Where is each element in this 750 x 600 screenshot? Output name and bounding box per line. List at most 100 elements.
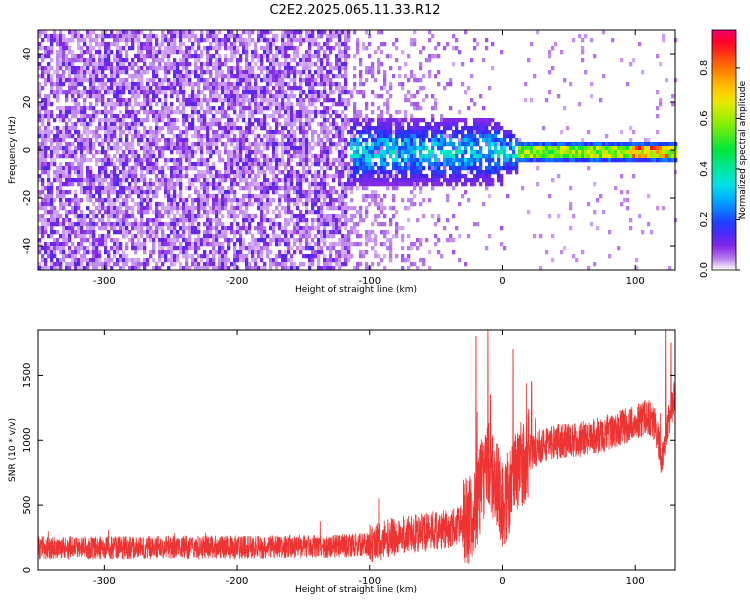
spectrogram-cell	[368, 166, 372, 171]
spectrogram-cell	[194, 50, 198, 55]
spectrogram-cell	[44, 46, 48, 51]
spectrogram-cell	[110, 178, 114, 183]
spectrogram-cell	[284, 90, 288, 95]
spectrogram-cell	[221, 202, 225, 207]
spectrogram-cell	[230, 198, 234, 203]
spectrogram-cell	[170, 50, 174, 55]
spectrogram-cell	[251, 242, 255, 247]
spectrogram-cell	[173, 162, 177, 167]
spectrogram-cell	[338, 74, 342, 79]
spectrogram-cell	[356, 130, 360, 135]
spectrogram-cell	[257, 66, 261, 71]
spectrogram-cell	[314, 178, 318, 183]
spectrogram-cell	[137, 38, 141, 43]
spectrogram-cell	[383, 194, 387, 199]
spectrogram-cell	[110, 202, 114, 207]
spectrogram-cell	[212, 182, 216, 187]
spectrogram-cell	[368, 130, 372, 135]
spectrogram-cell	[302, 54, 306, 59]
spectrogram-cell	[116, 42, 120, 47]
spectrogram-cell	[161, 90, 165, 95]
spectrogram-cell	[221, 98, 225, 103]
spectrogram-cell	[227, 70, 231, 75]
spectrogram-cell	[323, 106, 327, 111]
spectrogram-cell	[377, 166, 381, 171]
spectrogram-cell	[185, 34, 189, 39]
spectrogram-cell	[362, 154, 366, 159]
spectrogram-cell	[164, 222, 168, 227]
spectrogram-cell	[332, 102, 336, 107]
spectrogram-cell	[347, 98, 351, 103]
spectrogram-cell	[53, 266, 57, 271]
spectrogram-cell	[140, 30, 144, 35]
spectrogram-cell	[149, 178, 153, 183]
spectrogram-cell	[161, 146, 165, 151]
spectrogram-cell	[233, 182, 237, 187]
spectrogram-cell	[239, 206, 243, 211]
spectrogram-cell	[248, 126, 252, 131]
spectrogram-cell	[167, 238, 171, 243]
spectrogram-cell	[215, 90, 219, 95]
spectrogram-cell	[287, 246, 291, 251]
spectrogram-cell	[311, 118, 315, 123]
spectrogram-cell	[329, 246, 333, 251]
spectrogram-cell	[284, 106, 288, 111]
spectrogram-cell	[359, 78, 363, 83]
spectrogram-cell	[188, 82, 192, 87]
spectrogram-cell	[350, 230, 354, 235]
spectrogram-cell	[77, 46, 81, 51]
spectrogram-cell	[368, 42, 372, 47]
spectrogram-cell	[305, 110, 309, 115]
spectrogram-cell	[65, 214, 69, 219]
spectrogram-cell	[143, 166, 147, 171]
spectrogram-cell	[194, 98, 198, 103]
spectrogram-cell	[260, 238, 264, 243]
spectrogram-cell	[116, 210, 120, 215]
spectrogram-cell	[215, 202, 219, 207]
spectrogram-cell	[137, 258, 141, 263]
spectrogram-cell	[197, 146, 201, 151]
spectrogram-cell	[47, 54, 51, 59]
spectrogram-cell	[107, 126, 111, 131]
spectrogram-cell	[110, 102, 114, 107]
spectrogram-cell	[209, 262, 213, 267]
spectrogram-cell	[89, 234, 93, 239]
spectrogram-cell	[311, 54, 315, 59]
spectrogram-cell	[203, 206, 207, 211]
spectrogram-cell	[215, 122, 219, 127]
spectrogram-cell	[158, 242, 162, 247]
spectrogram-cell	[68, 234, 72, 239]
spectrogram-cell	[173, 42, 177, 47]
spectrogram-cell	[317, 190, 321, 195]
spectrogram-cell	[125, 146, 129, 151]
spectrogram-cell	[260, 234, 264, 239]
spectrogram-cell	[122, 102, 126, 107]
spectrogram-cell	[347, 230, 351, 235]
spectrogram-cell	[167, 242, 171, 247]
spectrogram-cell	[245, 162, 249, 167]
spectrogram-cell	[47, 266, 51, 271]
spectrogram-cell	[107, 210, 111, 215]
spectrogram-cell	[365, 170, 369, 175]
spectrogram-cell	[44, 170, 48, 175]
spectrogram-cell	[185, 82, 189, 87]
spectrogram-cell	[338, 38, 342, 43]
spectrogram-cell	[404, 166, 408, 171]
spectrogram-cell	[188, 34, 192, 39]
spectrogram-cell	[284, 178, 288, 183]
spectrogram-cell	[260, 186, 264, 191]
spectrogram-cell	[110, 118, 114, 123]
spectrogram-cell	[203, 202, 207, 207]
spectrogram-cell	[104, 42, 108, 47]
spectrogram-cell	[38, 154, 42, 159]
spectrogram-cell	[173, 86, 177, 91]
spectrogram-cell	[155, 34, 159, 39]
spectrogram-cell	[164, 78, 168, 83]
spectrogram-cell	[194, 230, 198, 235]
spectrogram-cell	[167, 214, 171, 219]
spectrogram-cell	[359, 134, 363, 139]
spectrogram-cell	[113, 146, 117, 151]
spectrogram-cell	[200, 54, 204, 59]
spectrogram-cell	[317, 142, 321, 147]
